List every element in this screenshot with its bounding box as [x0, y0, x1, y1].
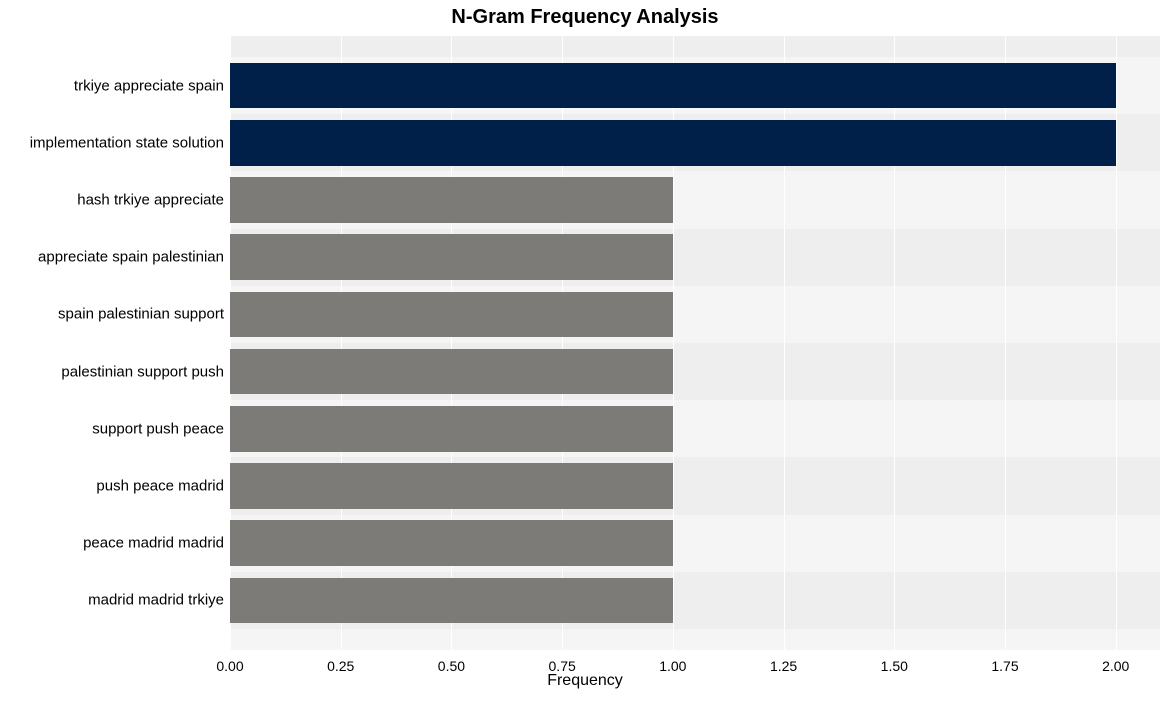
bar: [230, 120, 1116, 166]
grid-band: [230, 629, 1160, 650]
bar: [230, 234, 673, 280]
bar: [230, 463, 673, 509]
bar: [230, 292, 673, 338]
grid-band: [230, 36, 1160, 57]
bar: [230, 520, 673, 566]
y-tick-label: palestinian support push: [61, 363, 224, 380]
plot-area: trkiye appreciate spainimplementation st…: [230, 36, 1160, 650]
chart-title: N-Gram Frequency Analysis: [0, 6, 1170, 29]
bar: [230, 406, 673, 452]
y-tick-label: spain palestinian support: [58, 306, 224, 323]
y-tick-label: madrid madrid trkiye: [88, 592, 224, 609]
y-tick-label: trkiye appreciate spain: [74, 77, 224, 94]
y-tick-label: appreciate spain palestinian: [38, 249, 224, 266]
y-tick-label: implementation state solution: [30, 134, 224, 151]
gridline: [1116, 36, 1117, 650]
x-axis-label: Frequency: [0, 672, 1170, 690]
bar: [230, 177, 673, 223]
y-tick-label: peace madrid madrid: [83, 535, 224, 552]
bar: [230, 349, 673, 395]
y-tick-label: push peace madrid: [96, 478, 224, 495]
bar: [230, 63, 1116, 109]
y-tick-label: support push peace: [92, 420, 224, 437]
y-tick-label: hash trkiye appreciate: [77, 192, 224, 209]
bar: [230, 578, 673, 624]
